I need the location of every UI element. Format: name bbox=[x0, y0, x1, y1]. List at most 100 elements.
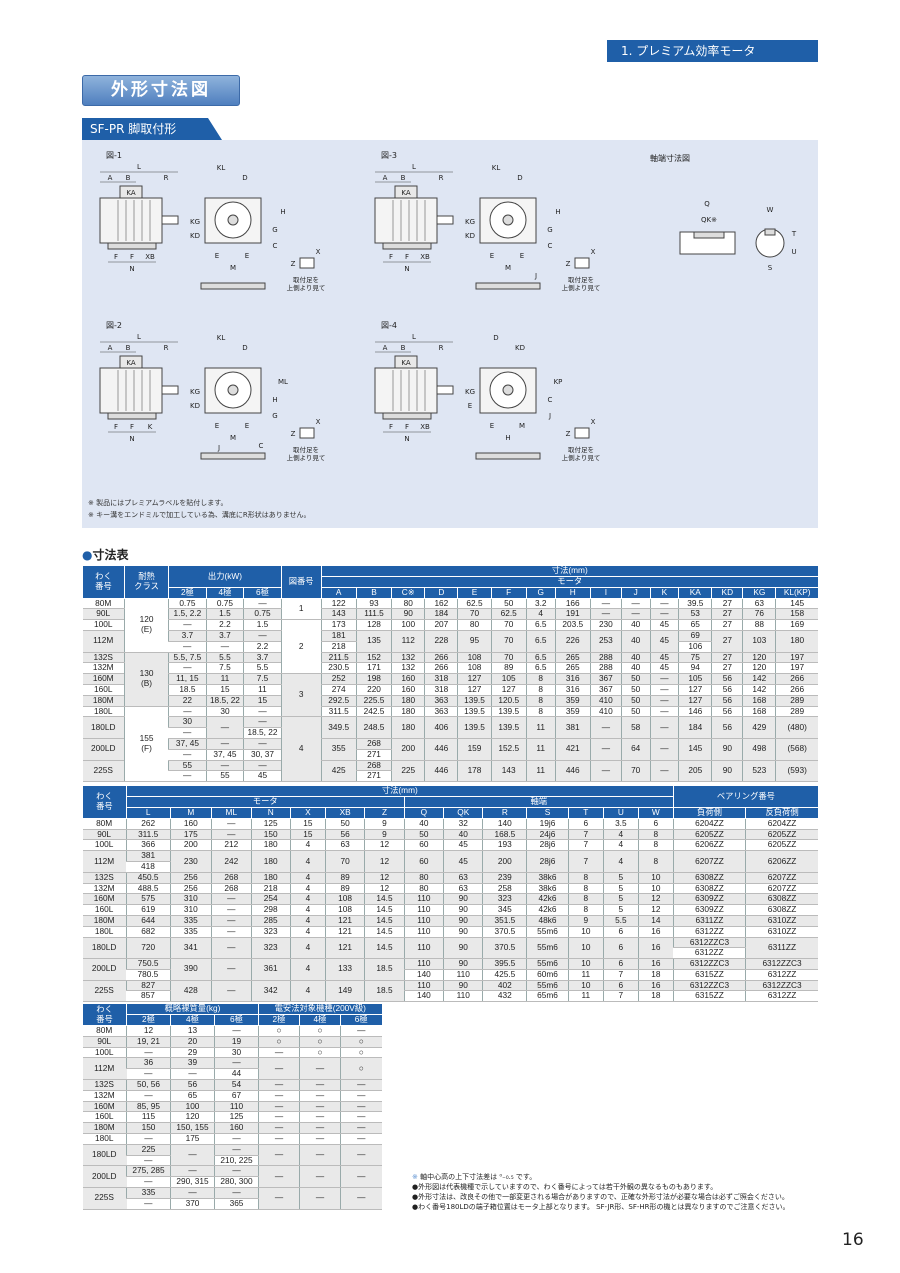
table-cell: 335 bbox=[169, 915, 212, 927]
table-cell: 24j6 bbox=[526, 829, 569, 841]
table-cell: 140 bbox=[482, 818, 527, 830]
table-cell: 121 bbox=[324, 915, 365, 927]
table-cell: — bbox=[258, 1187, 300, 1210]
table-cell: 200 bbox=[482, 850, 527, 873]
table-cell: 103 bbox=[742, 630, 776, 653]
mounting-foot bbox=[382, 242, 432, 250]
table-row: — 18.5, 22 bbox=[83, 727, 819, 739]
table-cell: 53 bbox=[678, 609, 712, 621]
motor-body-side bbox=[99, 367, 163, 414]
table-cell: — bbox=[340, 1187, 382, 1210]
table-cell: 619 bbox=[125, 904, 171, 916]
table-cell: — bbox=[258, 1057, 300, 1081]
table-cell: 63 bbox=[443, 883, 483, 895]
table-cell: 0.75 bbox=[205, 598, 244, 610]
table-cell: 12 bbox=[637, 904, 674, 916]
table-row: 132M —7.5 5.5 230.5 171 132 266 108 89 6.5 265 288 4… bbox=[82, 663, 818, 675]
terminal-box bbox=[119, 355, 143, 369]
table-row: — —44 bbox=[83, 1068, 382, 1081]
dimension-label: D bbox=[242, 174, 247, 182]
table-cell: 8 bbox=[637, 829, 674, 841]
table-cell: — bbox=[243, 738, 282, 750]
table-cell: 39.5 bbox=[678, 598, 712, 610]
table-cell: 180 bbox=[250, 872, 291, 884]
column-header: わく 番号 bbox=[82, 786, 127, 819]
table-cell: 523 bbox=[742, 760, 776, 783]
table-cell: — bbox=[205, 716, 244, 739]
table-cell: 180 bbox=[391, 706, 425, 718]
table-row: 112M 381 230 242 180 4 70 12 60 45 200 28j6 7 4 8 6207Z… bbox=[82, 850, 818, 873]
table-cell: — bbox=[126, 1090, 171, 1102]
table-cell: 55m6 bbox=[526, 937, 569, 960]
table-cell: 6309ZZ bbox=[672, 894, 746, 906]
footnote: ※ 軸中心高の上下寸法差は ⁰₋₀.₅ です。 bbox=[412, 1173, 537, 1181]
table-cell: 268 bbox=[211, 872, 251, 884]
table-cell: — bbox=[205, 738, 244, 750]
table-cell: 12 bbox=[637, 894, 674, 906]
table-cell: 418 bbox=[126, 861, 171, 873]
table-cell: 55m6 bbox=[526, 926, 569, 938]
table-cell: 28j6 bbox=[526, 850, 569, 873]
dimension-label: G bbox=[272, 412, 277, 420]
table-cell: 127 bbox=[678, 684, 712, 696]
dimension-label: KG bbox=[190, 218, 200, 226]
table-cell: — bbox=[126, 1047, 171, 1059]
table-row: 180M 644 335—285 4 121 14.5 110 90 351.5 48k6 9 5.5… bbox=[82, 915, 818, 927]
table-cell: 262 bbox=[125, 818, 171, 830]
table-cell: — bbox=[299, 1101, 341, 1113]
table-row: 132S 50, 56 56 54— — — bbox=[82, 1079, 382, 1091]
table-cell: — bbox=[258, 1144, 300, 1167]
shaft-end bbox=[502, 384, 514, 396]
table-cell: 139.5 bbox=[490, 706, 527, 718]
table-cell: 19 bbox=[214, 1036, 259, 1048]
table-cell: 56 bbox=[711, 684, 743, 696]
table-cell: 6315ZZ bbox=[672, 969, 746, 981]
table-cell: 139.5 bbox=[457, 706, 492, 718]
table-cell: 4 bbox=[289, 840, 326, 852]
table-cell: 6308ZZ bbox=[672, 872, 746, 884]
table-cell: 6.5 bbox=[525, 619, 556, 631]
table-cell: 6315ZZ bbox=[672, 991, 746, 1003]
dimension-label: D bbox=[517, 174, 522, 182]
motor-body-side bbox=[374, 197, 438, 244]
table-cell: 160 bbox=[391, 673, 425, 685]
dimension-label: X bbox=[591, 248, 596, 256]
table-cell: 8 bbox=[567, 894, 604, 906]
table-cell: 160M bbox=[82, 673, 125, 685]
table-cell: 121 bbox=[324, 926, 365, 938]
column-header: U bbox=[602, 807, 639, 819]
table-cell: 50 bbox=[620, 673, 651, 685]
table-cell: 341 bbox=[169, 937, 212, 960]
table-cell: 180M bbox=[82, 695, 125, 707]
mounting-foot bbox=[200, 452, 266, 460]
table-cell: 100L bbox=[82, 1047, 127, 1059]
column-header: T bbox=[567, 807, 604, 819]
table-cell: 132S bbox=[82, 652, 125, 664]
table-cell: 370 bbox=[170, 1198, 215, 1210]
table-cell: 345 bbox=[482, 904, 527, 916]
table-cell: 162 bbox=[424, 598, 458, 610]
table-row: —290, 315 280, 300 bbox=[83, 1176, 382, 1189]
table-cell: 6312ZZC3 bbox=[745, 958, 818, 970]
table-cell: 18.5 bbox=[364, 980, 405, 1003]
table-cell: — bbox=[214, 1025, 259, 1037]
foot-detail bbox=[299, 427, 315, 439]
table-cell: 7.5 bbox=[243, 673, 282, 685]
table-cell: 139.5 bbox=[490, 716, 527, 739]
dimension-table-heading: ●寸法表 bbox=[82, 548, 129, 562]
table-cell: 90 bbox=[443, 915, 483, 927]
table-cell: 132 bbox=[391, 663, 425, 675]
table-cell: 4 bbox=[602, 829, 639, 841]
table-row: 780.5 140 110 425.5 60m6 11 7 18 6315ZZ 6312ZZ bbox=[83, 969, 818, 981]
table-cell: — bbox=[589, 760, 622, 783]
table-cell: 193 bbox=[482, 840, 527, 852]
table-cell: 11, 15 bbox=[168, 673, 207, 685]
table-row: 90L 311.5 175—150 15 56 9 50 40 168.5 24j6 7 4 8 6205… bbox=[82, 829, 818, 841]
figure-label: 軸端寸法図 bbox=[650, 153, 690, 163]
table-cell: 390 bbox=[169, 958, 212, 981]
table-cell: — bbox=[258, 1112, 300, 1124]
dimension-label: X bbox=[591, 418, 596, 426]
table-cell: 10 bbox=[637, 883, 674, 895]
table-cell: 150 bbox=[126, 1122, 171, 1135]
